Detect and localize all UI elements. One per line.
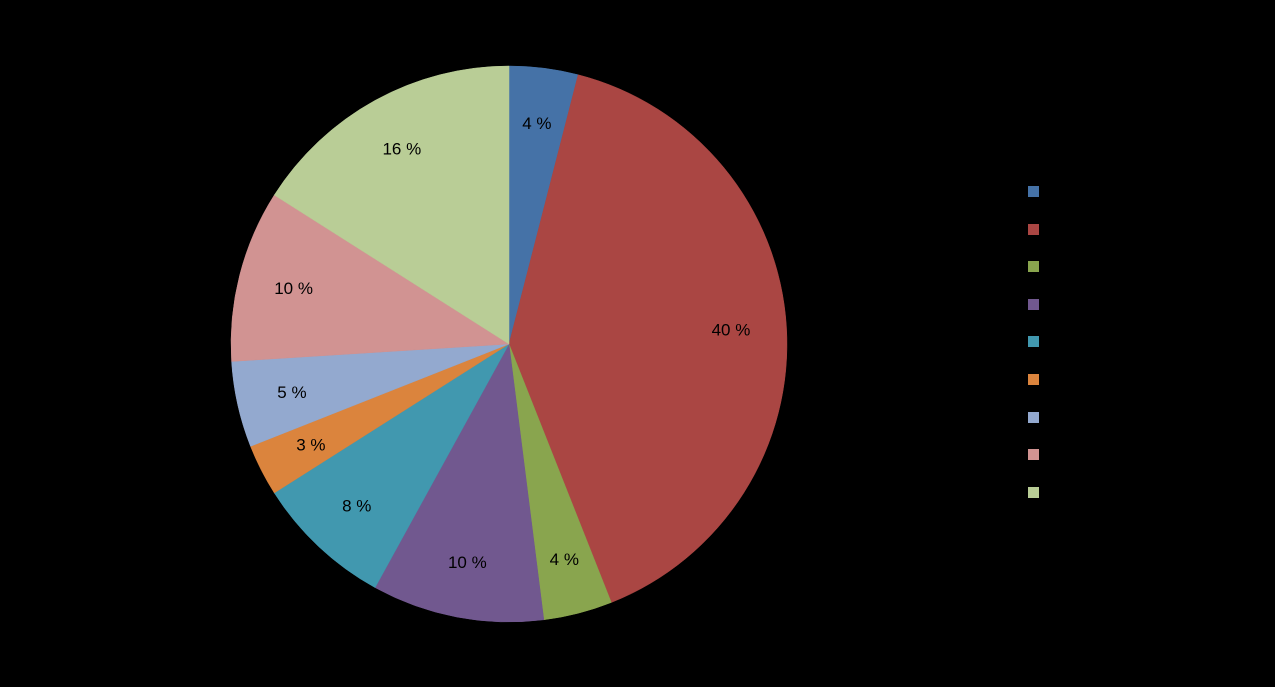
data-label-3: 4 % [550,550,579,569]
legend-swatch-4 [1028,298,1039,310]
legend-swatch-8 [1028,449,1039,461]
data-label-1: 4 % [522,114,551,133]
pie-slice-4 [374,343,545,623]
legend-swatch-2 [1028,223,1039,235]
data-label-8: 10 % [274,279,313,298]
pie-slice-9 [273,65,510,345]
legend-swatch-6 [1028,373,1039,385]
data-label-4: 10 % [448,553,487,572]
pie-slice-2 [508,74,788,603]
pie-slice-5 [273,343,510,588]
pie-data-labels: 4 % 40 % 4 % 10 % 8 % 3 % 5 % 10 % 16 % [274,114,750,572]
data-label-5: 8 % [342,497,371,516]
data-label-7: 5 % [277,383,306,402]
data-label-9: 16 % [382,140,421,159]
legend-swatch-9 [1028,486,1039,498]
pie-slices [230,65,788,623]
legend-swatch-3 [1028,261,1039,273]
legend-swatch-7 [1028,411,1039,423]
data-label-6: 3 % [296,435,325,454]
legend-swatch-1 [1028,186,1039,197]
legend-swatch-5 [1028,336,1039,348]
data-label-2: 40 % [712,321,751,340]
pie-slice-8 [230,194,510,362]
